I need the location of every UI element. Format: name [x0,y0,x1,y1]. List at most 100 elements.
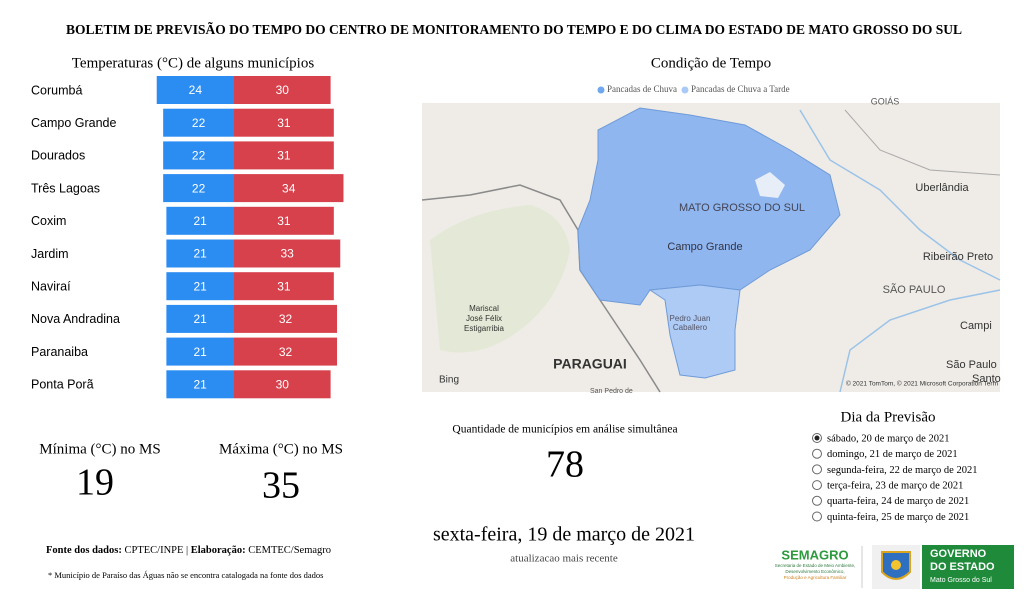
map-legend: Pancadas de Chuva Pancadas de Chuva a Tar… [597,84,790,94]
bar-max [234,239,341,268]
radio-dot [814,435,820,441]
category-label: Campo Grande [31,116,117,130]
data-label: 31 [277,116,291,130]
category-label: Jardim [31,247,69,261]
page-title: BOLETIM DE PREVISÃO DO TEMPO DO CENTRO D… [66,22,962,37]
radio-option[interactable]: quarta-feira, 24 de março de 2021 [812,495,970,507]
government-logo: GOVERNO DO ESTADO Mato Grosso do Sul [872,545,1014,589]
map-label: Campi [960,320,992,332]
logo-text: Mato Grosso do Sul [930,577,992,584]
radio-button[interactable] [812,511,822,522]
map-label: Caballero [673,323,708,332]
map-label: SÃO PAULO [883,283,946,296]
radio-option[interactable]: domingo, 21 de março de 2021 [812,448,958,460]
category-label: Nova Andradina [31,312,120,326]
bar-min [166,206,234,235]
radio-label[interactable]: segunda-feira, 22 de março de 2021 [827,465,977,476]
bar-min [163,141,234,170]
radio-label[interactable]: sábado, 20 de março de 2021 [827,433,949,444]
radio-button[interactable] [812,464,822,475]
map: MATO GROSSO DO SUL Campo Grande PARAGUAI… [421,96,1001,395]
bar-max [234,337,338,366]
river [839,289,1001,393]
data-label: 31 [277,214,291,228]
data-label: 31 [277,279,291,293]
radio-label[interactable]: domingo, 21 de março de 2021 [827,449,958,460]
map-label: Estigarribia [464,324,505,333]
data-label: 32 [279,345,293,359]
map-label: Mariscal [469,304,499,313]
data-label: 21 [194,247,208,261]
park [430,205,570,353]
map-label: GOIÁS [871,96,900,106]
bar-max [234,76,331,104]
radio-label[interactable]: quinta-feira, 25 de março de 2021 [827,512,969,523]
logo-text: DO ESTADO [930,561,995,573]
bar-min [166,370,234,399]
card-value: 78 [546,444,584,486]
radio-label[interactable]: terça-feira, 23 de março de 2021 [827,481,963,492]
map-label: Ribeirão Preto [923,251,993,263]
footer-source: Fonte dos dados: CPTEC/INPE | Elaboração… [46,545,331,556]
border [844,109,1001,176]
radio-label[interactable]: quarta-feira, 24 de março de 2021 [827,496,969,507]
radio-button[interactable] [812,495,822,506]
bar-max [234,304,338,333]
category-label: Coxim [31,214,66,228]
gov-bg [922,545,1014,589]
data-label: 22 [192,181,206,195]
logo-text: Desenvolvimento Econômico, [785,569,844,574]
category-label: Naviraí [31,279,71,293]
category-label: Paranaiba [31,345,88,359]
map-label: José Félix [466,314,502,323]
data-label: 34 [282,181,296,195]
data-label: 22 [192,116,206,130]
radio-option[interactable]: quinta-feira, 25 de março de 2021 [812,511,970,523]
data-label: 21 [194,279,208,293]
bar-min [156,76,234,104]
data-label: 32 [279,312,293,326]
label: Elaboração: [191,545,246,556]
temperature-chart: Corumbá 24 30 Campo Grande 22 31 Dourados 22 31 T… [31,76,344,399]
logo-text: SEMAGRO [781,547,848,562]
bar-max [234,272,334,301]
bar-max [234,174,344,203]
bar-max [234,370,331,399]
legend-label: Pancadas de Chuva a Tarde [691,84,790,94]
bar-max [234,206,334,235]
data-label: 30 [276,83,290,97]
radio-button[interactable] [812,448,822,459]
data-label: 33 [280,247,294,261]
bar-min [163,108,234,137]
bar-min [166,272,234,301]
card-value: 19 [76,462,114,504]
legend-marker [597,86,605,94]
river [799,109,1001,281]
map-copyright: © 2021 TomTom, © 2021 Microsoft Corporat… [846,380,998,388]
radio-option[interactable]: sábado, 20 de março de 2021 [812,433,950,444]
logo-text: Produção e Agricultura Familiar [784,575,847,580]
category-label: Corumbá [31,83,82,97]
label: Fonte dos dados: [46,545,122,556]
radio-button[interactable] [812,480,822,491]
chart-title: Temperaturas (°C) de alguns municípios [72,55,315,71]
card-value: 35 [262,465,300,507]
data-label: 21 [194,214,208,228]
data-label: 21 [194,345,208,359]
map-label: PARAGUAI [553,356,627,372]
category-label: Ponta Porã [31,378,94,392]
emblem-star [891,560,901,570]
radio-option[interactable]: terça-feira, 23 de março de 2021 [812,480,964,492]
map-island [755,172,785,198]
slicer-title: Dia da Previsão [841,409,936,425]
bar-min [166,337,234,366]
map-label: Campo Grande [667,241,742,253]
data-label: 31 [277,149,291,163]
footer-note: * Município de Paraíso das Águas não se … [48,570,323,580]
semagro-logo: SEMAGRO Secretaria de Estado de Meio Amb… [775,547,856,580]
map-label: MATO GROSSO DO SUL [679,202,805,214]
radio-option[interactable]: segunda-feira, 22 de março de 2021 [812,464,978,476]
legend-label: Pancadas de Chuva [607,84,677,94]
bar-min [166,304,234,333]
